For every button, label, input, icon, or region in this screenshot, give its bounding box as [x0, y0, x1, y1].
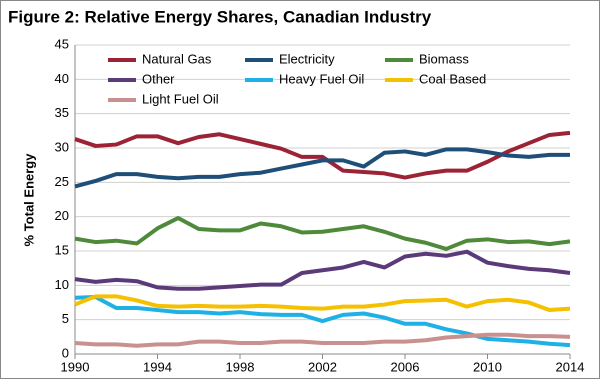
series-line	[74, 216, 571, 251]
y-axis-title: % Total Energy	[21, 153, 36, 247]
y-tick-label: 45	[55, 36, 69, 51]
y-tick-label: 20	[55, 208, 69, 223]
chart-title: Figure 2: Relative Energy Shares, Canadi…	[8, 7, 432, 26]
legend-label: Heavy Fuel Oil	[279, 71, 364, 86]
series-line	[74, 294, 571, 313]
legend-label: Electricity	[279, 51, 335, 66]
y-tick-label: 35	[55, 105, 69, 120]
legend-label: Biomass	[419, 51, 469, 66]
series-line	[74, 147, 570, 189]
y-tick-label: 10	[55, 277, 69, 292]
series-line	[74, 249, 571, 291]
y-tick-label: 0	[62, 345, 69, 360]
y-tick-label: 25	[55, 174, 69, 189]
x-tick-label: 1994	[143, 359, 172, 374]
series-line	[74, 295, 571, 348]
y-tick-label: 5	[62, 311, 69, 326]
x-tick-label: 2014	[556, 359, 585, 374]
legend-label: Other	[142, 71, 175, 86]
y-tick-label: 30	[55, 139, 69, 154]
x-tick-label: 1998	[226, 359, 255, 374]
legend-label: Light Fuel Oil	[142, 91, 219, 106]
x-tick-label: 2006	[391, 359, 420, 374]
series-line	[74, 130, 571, 180]
legend-label: Natural Gas	[142, 51, 212, 66]
x-tick-label: 1990	[61, 359, 90, 374]
x-tick-label: 2010	[473, 359, 502, 374]
y-tick-label: 40	[55, 71, 69, 86]
legend-label: Coal Based	[419, 71, 486, 86]
series-line	[74, 332, 571, 348]
x-tick-label: 2002	[308, 359, 337, 374]
y-tick-label: 15	[55, 242, 69, 257]
